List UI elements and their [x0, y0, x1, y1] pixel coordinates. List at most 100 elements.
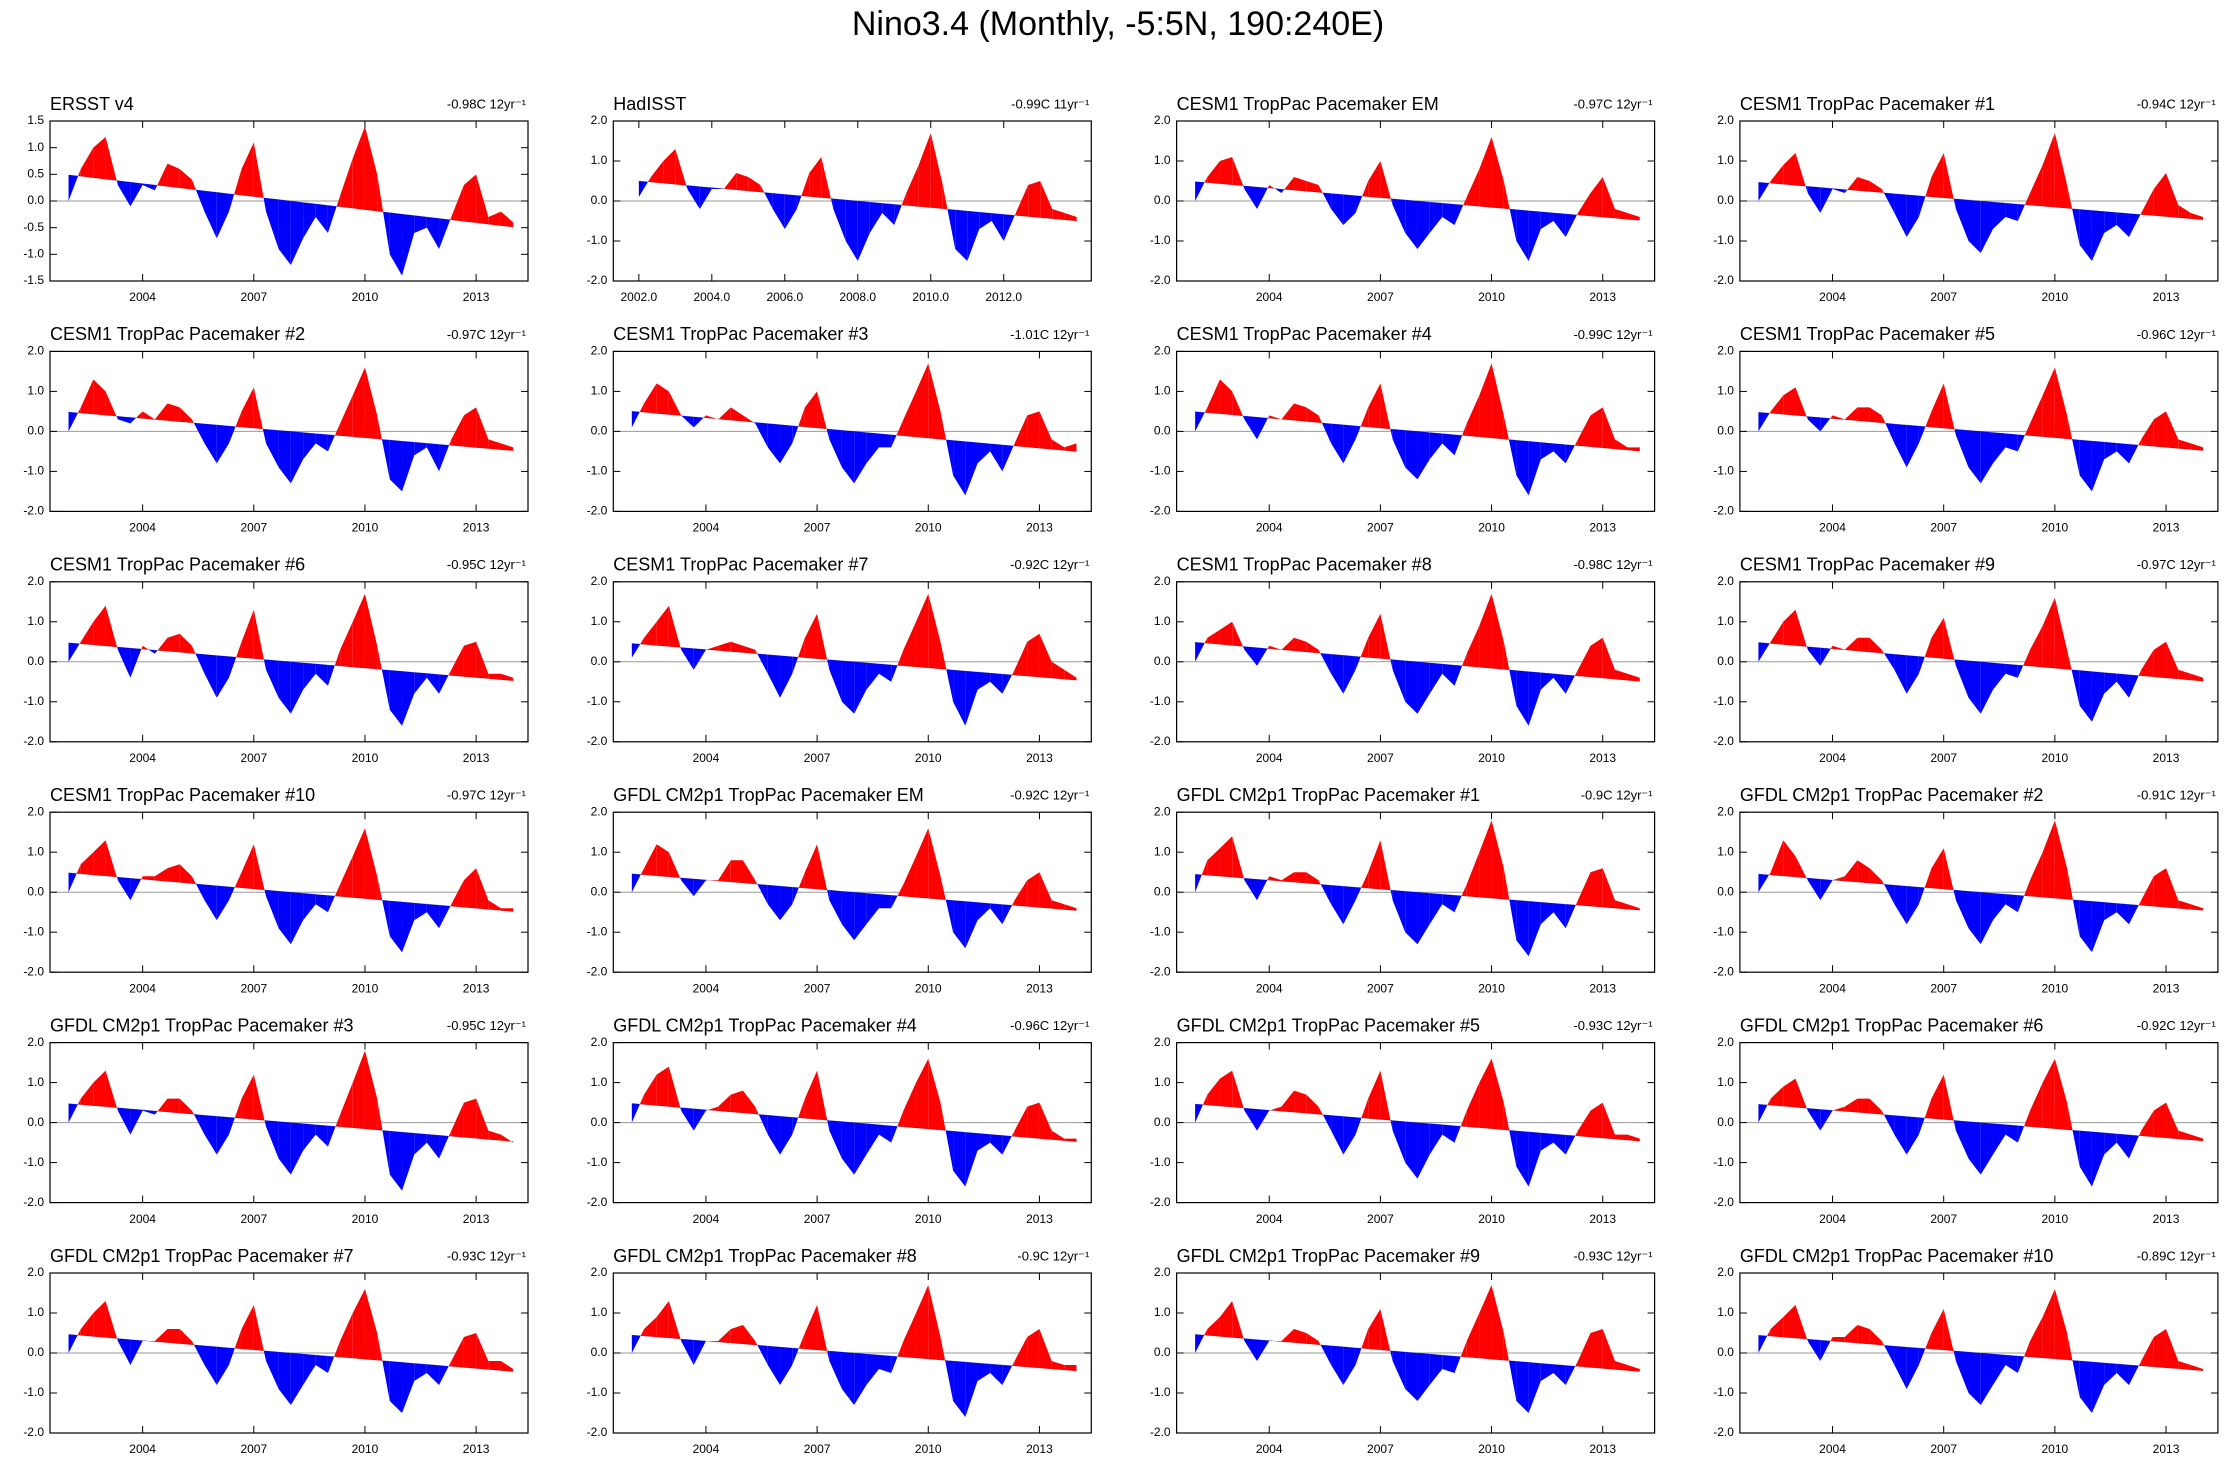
anomaly-fill	[1992, 202, 2006, 229]
anomaly-fill	[439, 674, 449, 694]
anomaly-fill	[1002, 904, 1013, 925]
anomaly-fill	[829, 890, 842, 925]
anomaly-fill	[1574, 439, 1578, 446]
anomaly-fill	[154, 650, 158, 654]
y-tick-label: -2.0	[1150, 1425, 1171, 1439]
x-tick-label: 2007	[240, 1212, 267, 1226]
anomaly-fill	[1992, 432, 2006, 464]
panel-title: CESM1 TropPac Pacemaker #6	[50, 555, 305, 575]
anomaly-fill	[1807, 186, 1821, 213]
anomaly-fill	[154, 1110, 158, 1115]
anomaly-fill	[1540, 1363, 1554, 1381]
anomaly-fill	[1015, 185, 1029, 217]
x-tick-label: 2004	[1819, 521, 1846, 535]
trend-line	[68, 174, 514, 228]
anomaly-fill	[1574, 669, 1578, 676]
anomaly-fill	[2138, 669, 2142, 676]
anomaly-fill	[1627, 213, 1640, 221]
anomaly-fill	[1758, 412, 1770, 432]
anomaly-fill	[940, 1102, 946, 1131]
anomaly-fill	[1540, 442, 1554, 460]
anomaly-fill	[1479, 363, 1492, 438]
anomaly-fill	[377, 1098, 383, 1131]
anomaly-fill	[990, 673, 1003, 694]
anomaly-fill	[1355, 1347, 1362, 1365]
anomaly-fill	[68, 1334, 78, 1353]
anomaly-fill	[2071, 669, 2080, 706]
anomaly-fill	[130, 648, 142, 678]
anomaly-fill	[1577, 1333, 1591, 1368]
anomaly-fill	[1833, 1106, 1845, 1112]
anomaly-fill	[167, 633, 180, 653]
x-tick-label: 2010	[915, 1442, 942, 1456]
anomaly-fill	[2104, 442, 2117, 460]
anomaly-fill	[303, 202, 316, 239]
anomaly-fill	[141, 876, 143, 880]
y-tick-label: 0.0	[1717, 424, 1734, 438]
anomaly-fill	[1202, 1094, 1208, 1106]
anomaly-fill	[327, 205, 337, 233]
anomaly-fill	[1992, 1123, 2006, 1155]
anomaly-fill	[1516, 1361, 1529, 1413]
anomaly-fill	[1331, 1115, 1344, 1155]
anomaly-fill	[940, 1337, 946, 1361]
anomaly-fill	[1869, 637, 1882, 654]
anomaly-fill	[1392, 890, 1406, 933]
anomaly-fill	[2042, 1289, 2055, 1359]
anomaly-fill	[476, 1098, 489, 1140]
anomaly-fill	[1462, 423, 1467, 436]
trend-line	[68, 1103, 514, 1142]
anomaly-fill	[2091, 901, 2105, 953]
anomaly-fill	[93, 840, 106, 877]
anomaly-fill	[1243, 185, 1245, 189]
anomaly-fill	[179, 169, 192, 190]
y-tick-label: 0.0	[1154, 424, 1171, 438]
x-tick-label: 2010	[2042, 1442, 2069, 1456]
y-tick-label: -1.0	[587, 1155, 608, 1169]
anomaly-fill	[2017, 1355, 2025, 1373]
anomaly-fill	[1039, 872, 1052, 909]
anomaly-fill	[1269, 185, 1275, 189]
y-tick-label: 1.0	[27, 140, 44, 154]
trend-line	[68, 872, 514, 912]
x-tick-label: 2004	[129, 1442, 156, 1456]
anomaly-fill	[891, 434, 897, 448]
anomaly-fill	[451, 1102, 464, 1138]
anomaly-fill	[1051, 1361, 1065, 1371]
anomaly-fill	[640, 637, 645, 645]
y-tick-label: 0.0	[27, 424, 44, 438]
anomaly-fill	[93, 379, 106, 416]
anomaly-fill	[1553, 903, 1566, 929]
anomaly-fill	[1968, 891, 1981, 945]
y-tick-label: -1.0	[587, 464, 608, 478]
anomaly-fill	[253, 1074, 265, 1121]
anomaly-fill	[1844, 189, 1848, 193]
anomaly-fill	[1575, 1361, 1578, 1367]
anomaly-fill	[278, 1351, 291, 1405]
anomaly-fill	[1390, 1350, 1393, 1361]
trend-line	[1758, 642, 2204, 682]
anomaly-fill	[1832, 188, 1845, 193]
anomaly-fill	[1980, 892, 1993, 945]
anomaly-fill	[1503, 1333, 1509, 1361]
anomaly-fill	[1955, 1120, 1969, 1159]
anomaly-fill	[340, 856, 353, 898]
anomaly-fill	[167, 403, 180, 422]
anomaly-fill	[1479, 1058, 1492, 1129]
anomaly-fill	[303, 1123, 316, 1151]
anomaly-fill	[77, 1098, 81, 1105]
anomaly-fill	[488, 673, 501, 680]
x-tick-label: 2013	[463, 751, 490, 765]
anomaly-fill	[928, 593, 941, 669]
anomaly-fill	[191, 645, 196, 654]
y-tick-label: 2.0	[1154, 1035, 1171, 1049]
anomaly-fill	[2072, 208, 2080, 245]
anomaly-fill	[1064, 213, 1077, 221]
anomaly-fill	[1918, 656, 1925, 674]
anomaly-fill	[136, 411, 143, 419]
anomaly-fill	[680, 877, 682, 881]
anomaly-fill	[930, 133, 943, 209]
anomaly-fill	[2138, 1361, 2142, 1366]
anomaly-fill	[439, 218, 451, 249]
anomaly-fill	[1417, 431, 1430, 480]
